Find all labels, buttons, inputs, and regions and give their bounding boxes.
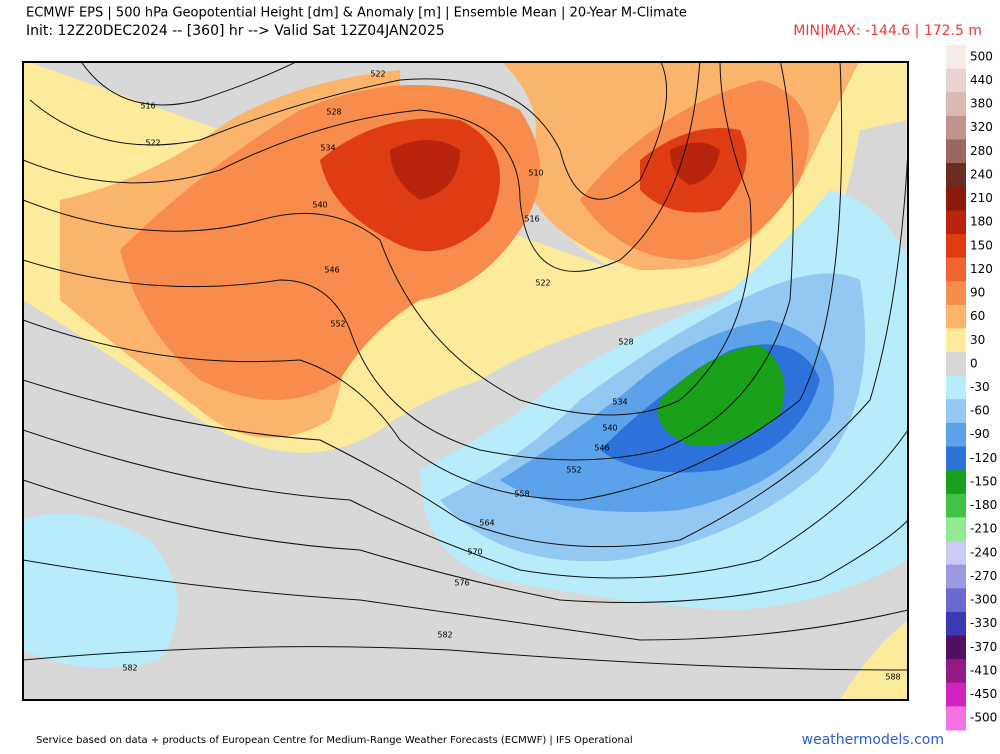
colorbar-label: -450 (970, 687, 997, 701)
colorbar-swatch (946, 422, 966, 448)
contour-label: 588 (885, 673, 900, 682)
colorbar-label: 440 (970, 73, 993, 87)
colorbar-label: -370 (970, 640, 997, 654)
colorbar: 500 440 380 320 280 240 210 180 150 120 90 60 30 0 -30… (946, 45, 997, 731)
colorbar-swatch (946, 210, 966, 235)
map: 516 522 522 528 534 540 546 552 510 516 522 528 534 5… (22, 61, 909, 701)
contour-label: 546 (594, 444, 609, 453)
colorbar-label: -180 (970, 498, 997, 512)
contour-label: 576 (454, 579, 469, 588)
positive-anomaly-30-south (840, 620, 908, 700)
colorbar-swatch (946, 186, 966, 211)
colorbar-label: -330 (970, 616, 997, 630)
contour-label: 552 (566, 466, 581, 475)
colorbar-label: -270 (970, 569, 997, 583)
min-max: MIN|MAX: -144.6 | 172.5 m (793, 23, 982, 39)
colorbar-label: 30 (970, 333, 985, 347)
colorbar-swatch (946, 45, 966, 70)
colorbar-swatch (946, 233, 966, 259)
contour-labels: 516 522 522 528 534 540 546 552 510 516 522 528 534 5… (122, 70, 900, 682)
colorbar-swatch (946, 352, 966, 377)
negative-anomaly-150 (658, 345, 785, 446)
contour-label: 564 (479, 519, 494, 528)
colorbar-label: -300 (970, 593, 997, 607)
contour-label: 558 (514, 490, 529, 499)
colorbar-label: -240 (970, 545, 997, 559)
colorbar-label: 180 (970, 215, 993, 229)
colorbar-swatch (946, 564, 966, 589)
colorbar-label: -120 (970, 451, 997, 465)
colorbar-swatch (946, 635, 966, 660)
contour-label: 522 (535, 279, 550, 288)
colorbar-swatch (946, 588, 966, 613)
colorbar-label: 280 (970, 144, 993, 158)
footer-credit: Service based on data + products of Euro… (36, 735, 633, 746)
colorbar-label: -30 (970, 380, 990, 394)
colorbar-label: 120 (970, 262, 993, 276)
contour-label: 582 (122, 664, 137, 673)
colorbar-swatch (946, 92, 966, 117)
contour-label: 552 (330, 320, 345, 329)
colorbar-swatch (946, 68, 966, 93)
negative-anomaly-30 (23, 190, 908, 668)
contour-label: 522 (370, 70, 385, 79)
contour-label: 546 (324, 266, 339, 275)
contour-label: 516 (524, 215, 539, 224)
contour-label: 522 (145, 139, 160, 148)
contour-label: 528 (326, 108, 341, 117)
colorbar-swatch (946, 470, 966, 495)
contour-label: 582 (437, 631, 452, 640)
colorbar-swatch (946, 328, 966, 353)
colorbar-label: 0 (970, 356, 978, 370)
title: ECMWF EPS | 500 hPa Geopotential Height … (26, 6, 687, 21)
footer-site: weathermodels.com (802, 732, 944, 748)
colorbar-label: -410 (970, 663, 997, 677)
subtitle: Init: 12Z20DEC2024 -- [360] hr --> Valid… (26, 23, 445, 39)
height-contours (23, 62, 908, 671)
colorbar-swatch (946, 541, 966, 566)
colorbar-label: 380 (970, 97, 993, 111)
colorbar-label: -60 (970, 404, 990, 418)
map-frame (22, 61, 909, 701)
colorbar-swatch (946, 257, 966, 282)
colorbar-swatch (946, 375, 966, 400)
contour-label: 516 (140, 102, 155, 111)
colorbar-swatch (946, 706, 966, 731)
contour-label: 534 (320, 144, 335, 153)
positive-anomaly-180 (390, 140, 720, 200)
colorbar-swatch (946, 446, 966, 471)
colorbar-swatch (946, 611, 966, 637)
contour-label: 528 (618, 338, 633, 347)
colorbar-label: 320 (970, 120, 993, 134)
contour-label: 540 (602, 424, 617, 433)
colorbar-swatch (946, 659, 966, 684)
contour-label: 570 (467, 548, 482, 557)
colorbar-swatch (946, 281, 966, 306)
colorbar-label: -500 (970, 711, 997, 725)
colorbar-swatch (946, 682, 966, 707)
colorbar-label: 240 (970, 167, 993, 181)
colorbar-swatch (946, 115, 966, 140)
colorbar-label: 210 (970, 191, 993, 205)
colorbar-swatch (946, 399, 966, 424)
colorbar-swatch (946, 493, 966, 518)
colorbar-label: -210 (970, 522, 997, 536)
colorbar-label: 60 (970, 309, 985, 323)
contour-label: 540 (312, 201, 327, 210)
colorbar-label: 150 (970, 238, 993, 252)
colorbar-label: 90 (970, 286, 985, 300)
colorbar-swatch (946, 163, 966, 188)
colorbar-label: -150 (970, 474, 997, 488)
contour-label: 534 (612, 398, 627, 407)
colorbar-label: 500 (970, 49, 993, 63)
colorbar-swatch (946, 139, 966, 164)
colorbar-swatch (946, 304, 966, 329)
colorbar-label: -90 (970, 427, 990, 441)
colorbar-swatch (946, 517, 966, 542)
contour-label: 510 (528, 169, 543, 178)
